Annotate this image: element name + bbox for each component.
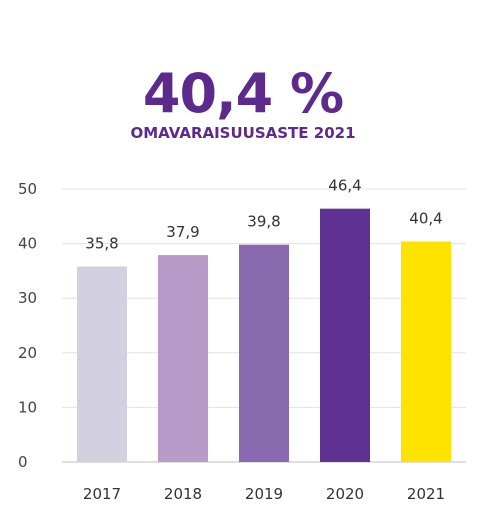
y-tick-label: 50 xyxy=(18,180,37,198)
y-tick-label: 30 xyxy=(18,289,37,307)
headline-subtitle: OMAVARAISUUSASTE 2021 xyxy=(130,124,356,142)
bar-2017 xyxy=(77,266,127,462)
bar-2019 xyxy=(239,244,289,462)
data-label-2020: 46,4 xyxy=(328,177,361,195)
data-label-2017: 35,8 xyxy=(85,235,118,253)
data-label-2021: 40,4 xyxy=(409,209,442,227)
y-tick-label: 20 xyxy=(18,344,37,362)
bar-2018 xyxy=(158,255,208,462)
bar-2020 xyxy=(320,208,370,462)
bars xyxy=(77,208,451,462)
y-axis-ticks: 0 10 20 30 40 50 xyxy=(18,180,37,471)
data-labels: 35,8 37,9 39,8 46,4 40,4 xyxy=(85,177,442,253)
x-tick-label-2017: 2017 xyxy=(83,485,121,503)
y-tick-label: 0 xyxy=(18,453,28,471)
data-label-2018: 37,9 xyxy=(166,223,199,241)
y-tick-label: 10 xyxy=(18,398,37,416)
x-tick-label-2019: 2019 xyxy=(245,485,283,503)
x-tick-label-2021: 2021 xyxy=(407,485,445,503)
bar-2021 xyxy=(401,241,451,462)
y-tick-label: 40 xyxy=(18,235,37,253)
x-tick-label-2018: 2018 xyxy=(164,485,202,503)
data-label-2019: 39,8 xyxy=(247,213,280,231)
x-axis-ticks: 2017 2018 2019 2020 2021 xyxy=(83,485,445,503)
x-tick-label-2020: 2020 xyxy=(326,485,364,503)
headline-value: 40,4 % xyxy=(142,62,344,125)
